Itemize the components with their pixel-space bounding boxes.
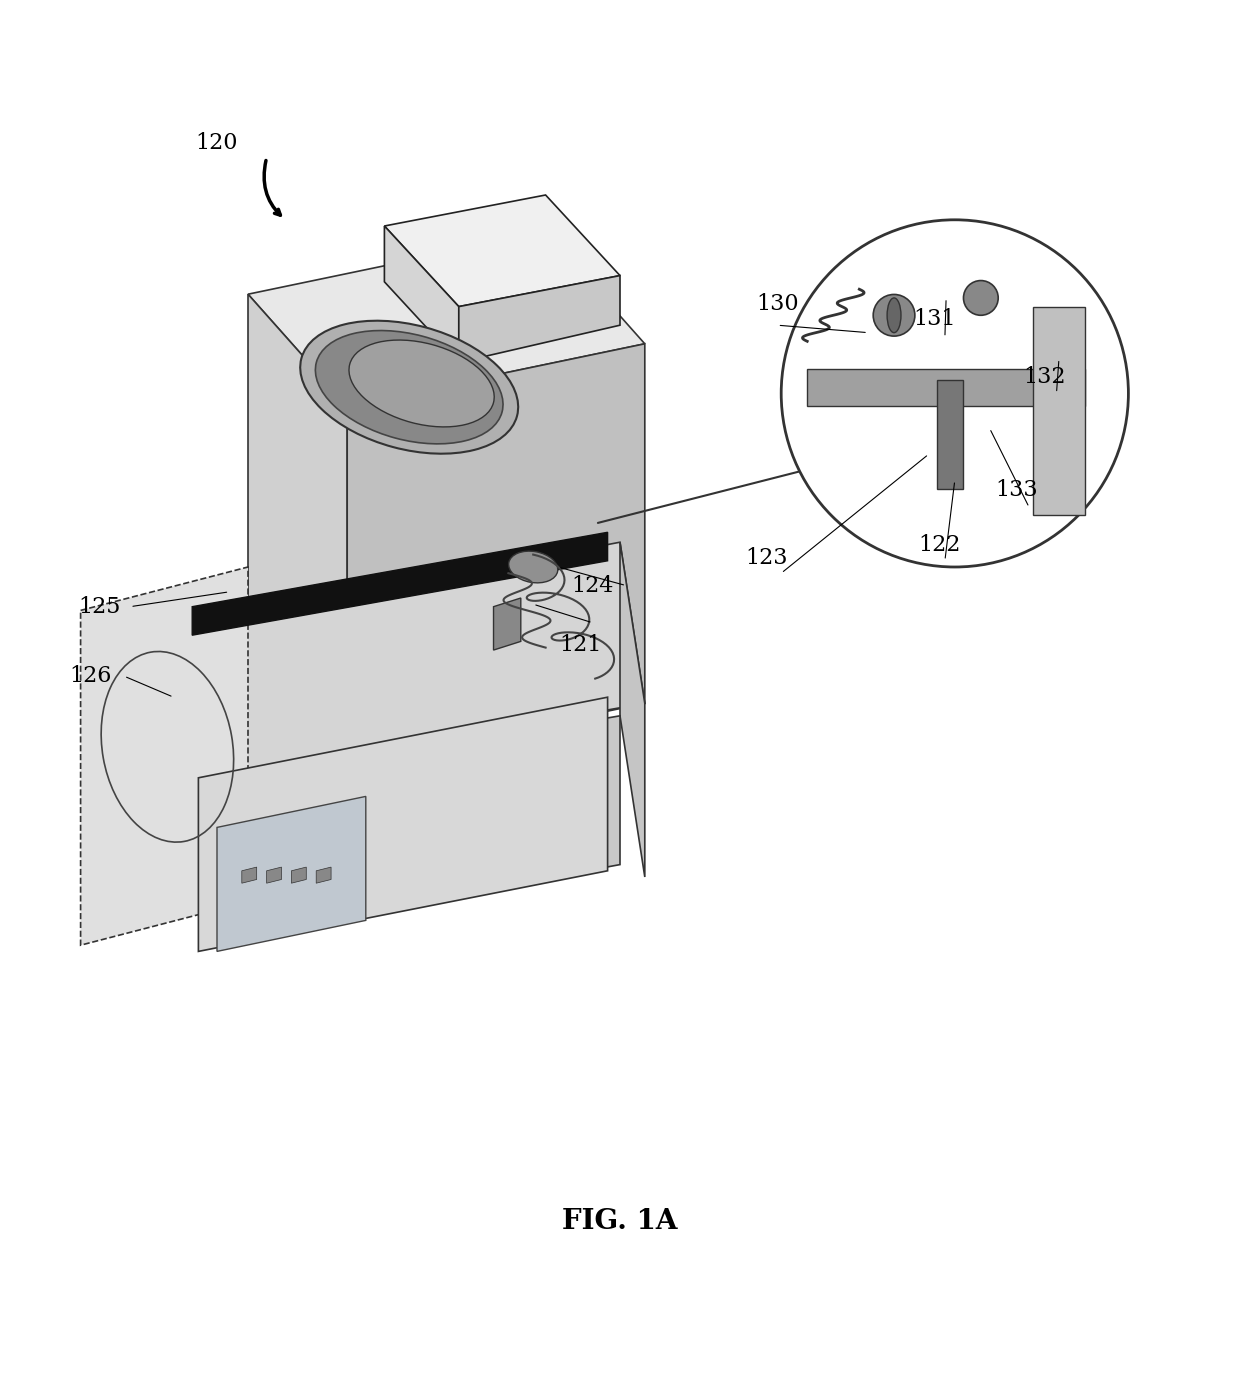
Ellipse shape <box>887 299 901 333</box>
Polygon shape <box>384 227 459 362</box>
Text: FIG. 1A: FIG. 1A <box>562 1208 678 1236</box>
Polygon shape <box>242 867 257 883</box>
Polygon shape <box>267 867 281 883</box>
Polygon shape <box>459 275 620 362</box>
Polygon shape <box>291 867 306 883</box>
Text: 121: 121 <box>559 634 601 656</box>
Circle shape <box>781 220 1128 567</box>
Polygon shape <box>316 867 331 883</box>
Text: 132: 132 <box>1023 366 1065 388</box>
Circle shape <box>873 294 915 336</box>
Polygon shape <box>347 344 645 766</box>
Ellipse shape <box>300 321 518 453</box>
Polygon shape <box>81 567 248 945</box>
Circle shape <box>963 281 998 315</box>
Polygon shape <box>248 232 645 406</box>
Polygon shape <box>198 697 608 951</box>
Polygon shape <box>384 195 620 307</box>
Polygon shape <box>192 716 620 938</box>
Text: 126: 126 <box>69 665 112 687</box>
Text: 124: 124 <box>572 575 614 597</box>
Ellipse shape <box>508 551 558 583</box>
Polygon shape <box>1033 307 1085 515</box>
Polygon shape <box>620 542 645 878</box>
Text: 123: 123 <box>745 547 787 569</box>
Text: 120: 120 <box>196 131 238 153</box>
Polygon shape <box>494 598 521 650</box>
Polygon shape <box>248 294 347 766</box>
Polygon shape <box>217 796 366 951</box>
Text: 133: 133 <box>996 480 1038 502</box>
Polygon shape <box>937 380 963 489</box>
Polygon shape <box>807 369 1085 406</box>
Polygon shape <box>198 542 645 778</box>
Text: 131: 131 <box>914 308 956 330</box>
Ellipse shape <box>315 330 503 444</box>
Ellipse shape <box>348 340 495 427</box>
Text: 122: 122 <box>919 533 961 556</box>
Text: 130: 130 <box>756 293 799 315</box>
Text: 125: 125 <box>78 596 120 618</box>
Polygon shape <box>192 532 608 636</box>
